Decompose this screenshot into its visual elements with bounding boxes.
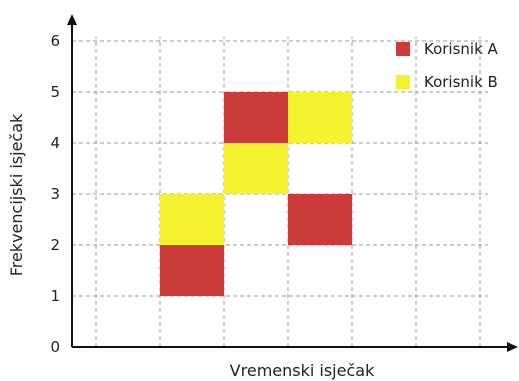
cell-korisnik-a xyxy=(288,194,352,245)
y-tick-label: 6 xyxy=(50,32,60,50)
y-tick-label: 3 xyxy=(50,185,60,203)
legend-label-korisnik-a: Korisnik A xyxy=(424,40,499,58)
legend-swatch-korisnik-b xyxy=(396,75,410,89)
y-axis-arrow-icon xyxy=(67,14,77,25)
axes xyxy=(67,14,518,352)
cell-korisnik-b xyxy=(160,194,224,245)
x-axis-title: Vremenski isječak xyxy=(230,361,375,380)
allocation-cells xyxy=(160,92,352,296)
y-tick-label: 5 xyxy=(50,83,60,101)
y-tick-label: 4 xyxy=(50,134,60,152)
grid-lines xyxy=(72,37,488,347)
x-axis-arrow-icon xyxy=(507,342,518,352)
cell-korisnik-b xyxy=(288,92,352,143)
legend-swatch-korisnik-a xyxy=(396,42,410,56)
cell-korisnik-a xyxy=(224,92,288,143)
y-axis-title: Frekvencijski isječak xyxy=(7,113,26,276)
cell-korisnik-b xyxy=(224,143,288,194)
y-tick-label: 1 xyxy=(50,287,60,305)
legend: Korisnik A Korisnik B xyxy=(396,40,499,91)
y-tick-label: 0 xyxy=(50,338,60,356)
y-tick-label: 2 xyxy=(50,236,60,254)
y-tick-labels: 0 1 2 3 4 5 6 xyxy=(50,32,60,356)
cell-korisnik-a xyxy=(160,245,224,296)
legend-label-korisnik-b: Korisnik B xyxy=(424,73,498,91)
